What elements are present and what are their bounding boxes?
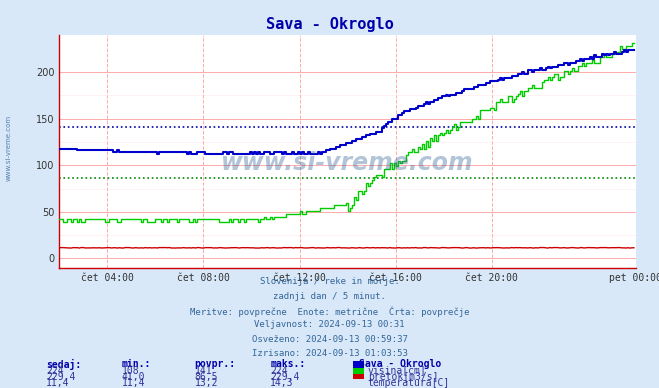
Text: zadnji dan / 5 minut.: zadnji dan / 5 minut.	[273, 292, 386, 301]
Text: Osveženo: 2024-09-13 00:59:37: Osveženo: 2024-09-13 00:59:37	[252, 335, 407, 344]
Text: sedaj:: sedaj:	[46, 359, 81, 370]
Text: maks.:: maks.:	[270, 359, 305, 369]
Text: 13,2: 13,2	[194, 378, 218, 388]
Text: višina[cm]: višina[cm]	[368, 366, 426, 376]
Text: Veljavnost: 2024-09-13 00:31: Veljavnost: 2024-09-13 00:31	[254, 320, 405, 329]
Text: Meritve: povprečne  Enote: metrične  Črta: povprečje: Meritve: povprečne Enote: metrične Črta:…	[190, 306, 469, 317]
Text: www.si-vreme.com: www.si-vreme.com	[221, 151, 474, 175]
Text: Sava - Okroglo: Sava - Okroglo	[359, 359, 442, 369]
Text: www.si-vreme.com: www.si-vreme.com	[5, 114, 11, 180]
Text: 229,4: 229,4	[46, 372, 76, 382]
Text: Izrisano: 2024-09-13 01:03:53: Izrisano: 2024-09-13 01:03:53	[252, 349, 407, 358]
Text: Slovenija / reke in morje.: Slovenija / reke in morje.	[260, 277, 399, 286]
Text: 11,4: 11,4	[122, 378, 146, 388]
Text: Sava - Okroglo: Sava - Okroglo	[266, 17, 393, 33]
Text: 14,3: 14,3	[270, 378, 294, 388]
Text: 141: 141	[194, 366, 212, 376]
Text: 224: 224	[270, 366, 288, 376]
Text: 11,4: 11,4	[46, 378, 70, 388]
Text: 86,5: 86,5	[194, 372, 218, 382]
Text: 229,4: 229,4	[270, 372, 300, 382]
Text: temperatura[C]: temperatura[C]	[368, 378, 450, 388]
Text: min.:: min.:	[122, 359, 152, 369]
Text: povpr.:: povpr.:	[194, 359, 235, 369]
Text: 108: 108	[122, 366, 140, 376]
Text: 41,0: 41,0	[122, 372, 146, 382]
Text: pretok[m3/s]: pretok[m3/s]	[368, 372, 438, 382]
Text: 224: 224	[46, 366, 64, 376]
